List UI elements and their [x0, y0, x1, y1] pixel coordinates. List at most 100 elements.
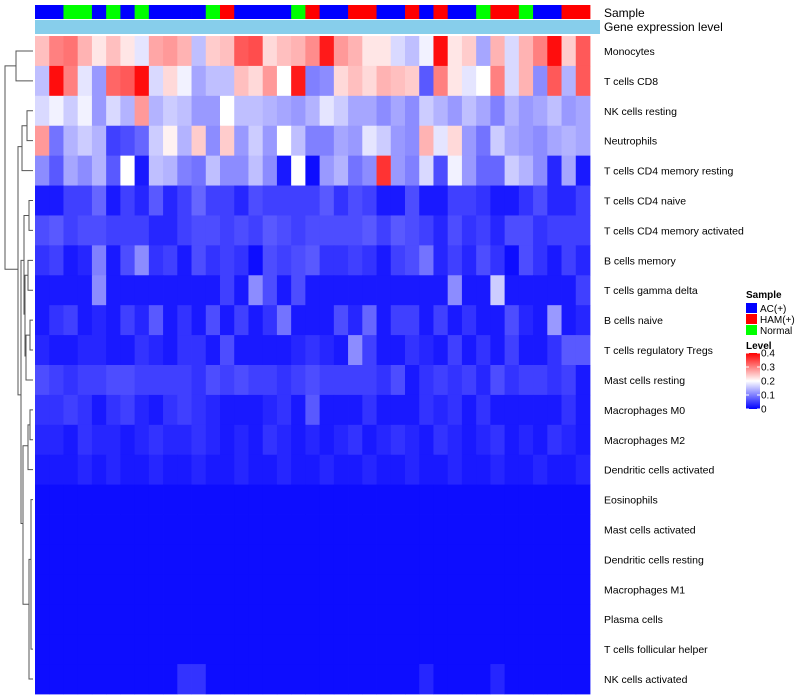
heatmap-cell	[319, 275, 335, 306]
heatmap-cell	[362, 65, 377, 97]
heatmap-cell	[77, 634, 93, 665]
heatmap-cell	[276, 36, 292, 67]
heatmap-cell	[191, 275, 207, 306]
heatmap-cell	[205, 514, 221, 545]
heatmap-cell	[490, 95, 506, 127]
heatmap-cell	[262, 275, 278, 306]
heatmap-cell	[91, 65, 107, 97]
row-label: NK cells resting	[604, 106, 677, 118]
heatmap-cell	[49, 95, 64, 127]
dendrogram-branch	[23, 214, 29, 315]
heatmap-cell	[547, 484, 562, 515]
heatmap-cell	[120, 394, 136, 426]
heatmap-cell	[447, 65, 463, 97]
heatmap-cell	[134, 484, 150, 515]
heatmap-cell	[461, 65, 477, 97]
heatmap-cell	[205, 125, 221, 157]
heatmap-cell	[262, 424, 278, 456]
heatmap-cell	[106, 394, 121, 426]
heatmap-cell	[348, 664, 363, 695]
heatmap-cell	[362, 95, 377, 127]
heatmap-cell	[91, 335, 107, 366]
heatmap-cell	[376, 484, 392, 515]
heatmap-cell	[35, 245, 50, 276]
heatmap-cell	[106, 604, 121, 635]
heatmap-cell	[191, 574, 207, 605]
sample-annotation-cell	[106, 5, 121, 19]
heatmap-cell	[575, 305, 591, 336]
heatmap-cell	[518, 215, 534, 246]
heatmap-cell	[405, 424, 420, 456]
heatmap-cell	[447, 484, 463, 515]
heatmap-cell	[134, 664, 150, 695]
heatmap-cell	[163, 36, 178, 67]
heatmap-cell	[77, 36, 93, 67]
heatmap-cell	[433, 664, 449, 695]
heatmap-cell	[234, 95, 249, 127]
heatmap-cell	[291, 544, 306, 575]
heatmap-cell	[49, 454, 64, 486]
heatmap-cell	[276, 305, 292, 336]
heatmap-cell	[163, 634, 178, 665]
heatmap-cell	[148, 305, 164, 336]
heatmap-cell	[533, 484, 548, 515]
heatmap-cell	[561, 574, 577, 605]
heatmap-cell	[220, 394, 235, 426]
heatmap-cell	[533, 574, 548, 605]
heatmap-cell	[106, 245, 121, 276]
heatmap-cell	[319, 484, 335, 515]
heatmap-cell	[518, 544, 534, 575]
heatmap-cell	[476, 125, 491, 157]
heatmap-cell	[476, 484, 491, 515]
dendrogram-branch	[15, 50, 33, 82]
heatmap-cell	[120, 125, 136, 157]
heatmap-cell	[106, 514, 121, 545]
sample-annotation-cell	[205, 5, 221, 19]
heatmap-cell	[77, 185, 93, 216]
heatmap-cell	[419, 484, 434, 515]
gene-expression-annotation-bar	[35, 20, 600, 34]
heatmap-cell	[163, 394, 178, 426]
heatmap-cell	[333, 36, 349, 67]
heatmap-cell	[63, 664, 79, 695]
heatmap-cell	[561, 155, 577, 186]
heatmap-cell	[405, 574, 420, 605]
heatmap-cell	[77, 335, 93, 366]
sample-annotation-cell	[362, 5, 377, 19]
heatmap-cell	[177, 424, 192, 456]
heatmap-cell	[362, 335, 377, 366]
heatmap-cell	[362, 454, 377, 486]
heatmap-cell	[504, 215, 520, 246]
heatmap-cell	[234, 574, 249, 605]
heatmap-cell	[305, 245, 321, 276]
heatmap-cell	[447, 604, 463, 635]
heatmap-cell	[35, 394, 50, 426]
heatmap-cell	[433, 634, 449, 665]
heatmap-cell	[561, 95, 577, 127]
heatmap-cell	[575, 394, 591, 426]
heatmap-cell	[333, 544, 349, 575]
heatmap-cell	[134, 365, 150, 396]
sample-annotation-cell	[49, 5, 64, 19]
heatmap-cell	[518, 634, 534, 665]
heatmap-cell	[518, 365, 534, 396]
dendrogram-branch	[21, 125, 33, 172]
heatmap-cell	[504, 604, 520, 635]
sample-annotation-cell	[476, 5, 491, 19]
heatmap-cell	[376, 36, 392, 67]
sample-legend-label: AC(+)	[760, 304, 786, 315]
heatmap-cell	[419, 394, 434, 426]
heatmap-cell	[163, 95, 178, 127]
heatmap-cell	[461, 155, 477, 186]
heatmap-cell	[177, 36, 192, 67]
heatmap-cell	[262, 185, 278, 216]
heatmap-cell	[106, 424, 121, 456]
heatmap-cell	[533, 245, 548, 276]
heatmap-cell	[120, 275, 136, 306]
sample-legend-label: HAM(+)	[760, 315, 795, 326]
heatmap-cell	[148, 215, 164, 246]
heatmap-cell	[120, 185, 136, 216]
heatmap-cell	[305, 65, 321, 97]
heatmap-cell	[575, 574, 591, 605]
heatmap-cell	[291, 454, 306, 486]
